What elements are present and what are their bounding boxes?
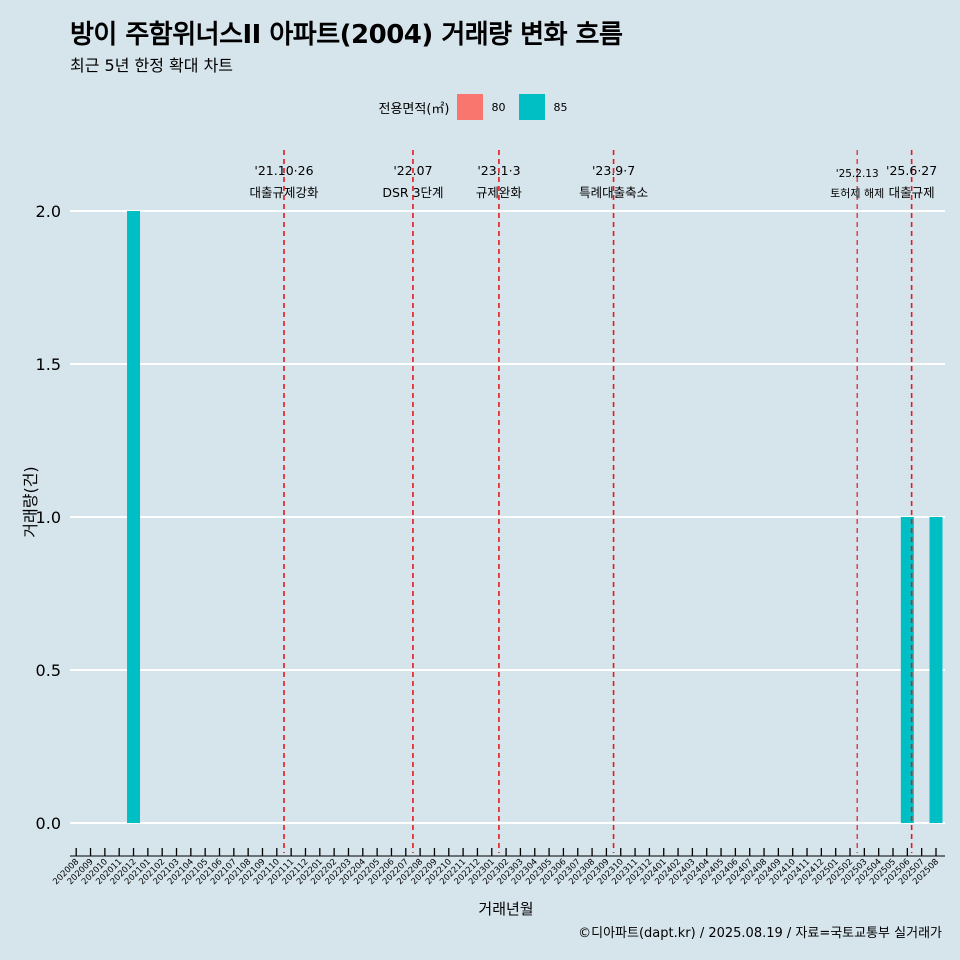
bar (929, 517, 943, 823)
event-name-label: 대출규제 (889, 185, 935, 200)
y-tick-label: 1.0 (36, 508, 61, 527)
y-tick-label: 0.5 (36, 661, 61, 680)
bar (900, 517, 914, 823)
event-name-label: DSR 3단계 (382, 185, 443, 200)
legend-swatch-85 (519, 94, 546, 120)
event-date-label: '21.10·26 (254, 163, 313, 178)
legend: 전용면적(㎡) 80 85 (0, 92, 960, 122)
legend-label-85: 85 (553, 100, 568, 114)
source-caption: ©디아파트(dapt.kr) / 2025.08.19 / 자료=국토교통부 실… (578, 926, 942, 941)
chart-title: 방이 주함위너스II 아파트(2004) 거래량 변화 흐름 (70, 20, 623, 50)
x-axis-title: 거래년월 (478, 900, 534, 918)
event-name-label: 규제완화 (476, 185, 523, 200)
event-date-label: '23.9·7 (592, 163, 635, 178)
event-name-label: 토허제 해제 (830, 186, 884, 200)
event-date-label: '23.1·3 (477, 163, 520, 178)
y-tick-label: 2.0 (36, 202, 61, 221)
chart-subtitle: 최근 5년 한정 확대 차트 (70, 56, 234, 75)
legend-label-80: 80 (491, 100, 506, 114)
y-tick-label: 0.0 (36, 814, 61, 833)
y-axis-title: 거래량(건) (21, 466, 40, 538)
event-date-label: '22.07 (393, 163, 432, 178)
y-tick-label: 1.5 (36, 355, 61, 374)
event-name-label: 특례대출축소 (579, 185, 648, 200)
event-date-label: '25.2.13 (836, 168, 879, 180)
bar (127, 211, 141, 823)
event-date-label: '25.6·27 (886, 163, 937, 178)
legend-swatch-80 (457, 94, 484, 120)
event-name-label: 대출규제강화 (249, 185, 319, 200)
legend-title: 전용면적(㎡) (378, 101, 450, 117)
